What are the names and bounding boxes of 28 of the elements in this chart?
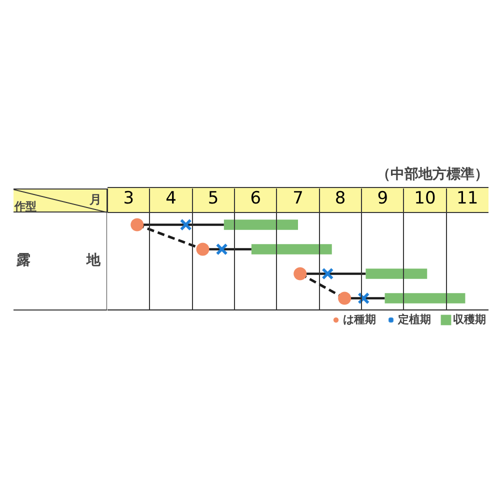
x-tick-label: 5 xyxy=(208,188,219,208)
legend-label: 定植期 xyxy=(398,312,431,327)
point xyxy=(338,292,352,305)
x-tick-label: 7 xyxy=(292,188,304,208)
point xyxy=(180,218,192,231)
chart-subtitle: （中部地方標準） xyxy=(376,166,488,182)
text: 露 地 xyxy=(16,252,102,268)
x-tick-label: 8 xyxy=(334,188,346,208)
point xyxy=(216,243,228,256)
point xyxy=(322,268,334,280)
x-tick-label: 9 xyxy=(377,188,388,208)
bar xyxy=(366,268,428,279)
bar xyxy=(384,293,466,304)
legend-label: 収穫期 xyxy=(453,312,486,327)
x-tick-label: 4 xyxy=(166,188,176,208)
legend-label: は種期 xyxy=(343,312,376,327)
x-tick-label: 10 xyxy=(414,188,436,208)
point xyxy=(130,218,144,232)
point xyxy=(196,242,210,256)
x-tick-label: 11 xyxy=(456,188,478,208)
x-tick-label: 6 xyxy=(250,188,262,208)
point xyxy=(358,292,370,304)
point xyxy=(294,267,307,280)
x-axis-title: 月 xyxy=(88,192,102,206)
text: 作型 xyxy=(14,200,36,213)
bar xyxy=(224,220,298,230)
x-tick-label: 3 xyxy=(123,188,134,208)
bar xyxy=(251,244,332,254)
